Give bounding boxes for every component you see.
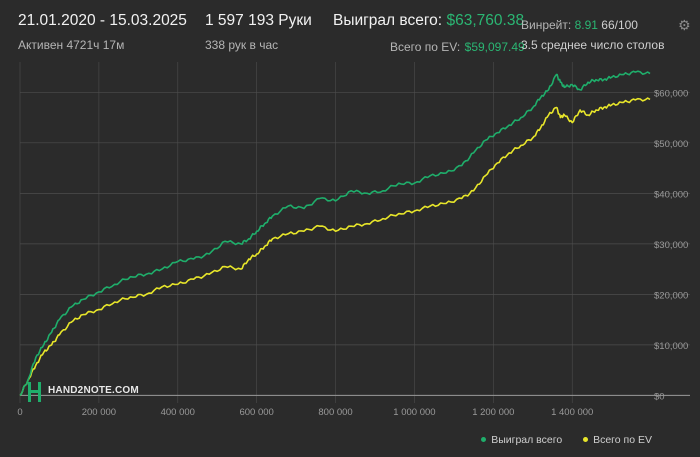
hand2note-logo: HAND2NOTE.COM [26,380,146,404]
y-tick-label: $10,000 [654,341,688,352]
logo-mark [28,382,41,402]
gear-icon[interactable]: ⚙ [678,17,691,33]
logo-text: HAND2NOTE.COM [48,385,139,396]
y-tick-label: $40,000 [654,189,688,200]
active-time: Активен 4721ч 17м [18,38,125,52]
x-tick-label: 1 200 000 [472,407,514,418]
x-tick-label: 800 000 [318,407,352,418]
y-tick-label: $0 [654,391,665,402]
ev-total-value: $59,097.49 [464,40,525,54]
x-tick-label: 1 400 000 [551,407,593,418]
average-tables: 3.5 среднее число столов [521,38,665,52]
x-tick-label: 1 000 000 [393,407,435,418]
legend-item-ev[interactable]: Всего по EV [583,434,652,446]
x-tick-label: 0 [17,407,22,418]
y-tick-label: $30,000 [654,240,688,251]
won-total-value: $63,760.38 [446,12,525,29]
legend-won-label: Выиграл всего [491,434,563,446]
hands-count: 1 597 193 Руки [205,12,312,29]
legend-won-dot [481,436,487,442]
y-tick-label: $50,000 [654,139,688,150]
hands-per-hour: 338 рук в час [205,38,279,52]
x-tick-label: 200 000 [82,407,116,418]
chart-legend: Выиграл всего Всего по EV [463,434,652,446]
won-total: Выиграл всего: $63,760.38 [333,12,524,30]
ev-total: Всего по EV: $59,097.49 [390,38,525,56]
legend-ev-label: Всего по EV [593,434,652,446]
winrate-suffix: 66/100 [601,18,638,32]
y-tick-label: $60,000 [654,88,688,99]
winrate-label: Винрейт: [521,18,572,32]
y-tick-label: $20,000 [654,290,688,301]
won-total-line [19,70,651,396]
winrate: Винрейт: 8.91 66/100 [521,18,638,32]
x-tick-label: 600 000 [239,407,273,418]
won-total-label: Выиграл всего: [333,12,443,29]
summary-header: 21.01.2020 - 15.03.2025 Активен 4721ч 17… [0,0,700,60]
ev-total-label: Всего по EV: [390,40,461,54]
legend-item-won[interactable]: Выиграл всего [481,434,562,446]
ev-total-line [19,97,651,396]
date-range: 21.01.2020 - 15.03.2025 [18,12,187,29]
legend-ev-dot [583,436,589,442]
x-tick-label: 400 000 [161,407,195,418]
winrate-value: 8.91 [574,18,598,32]
